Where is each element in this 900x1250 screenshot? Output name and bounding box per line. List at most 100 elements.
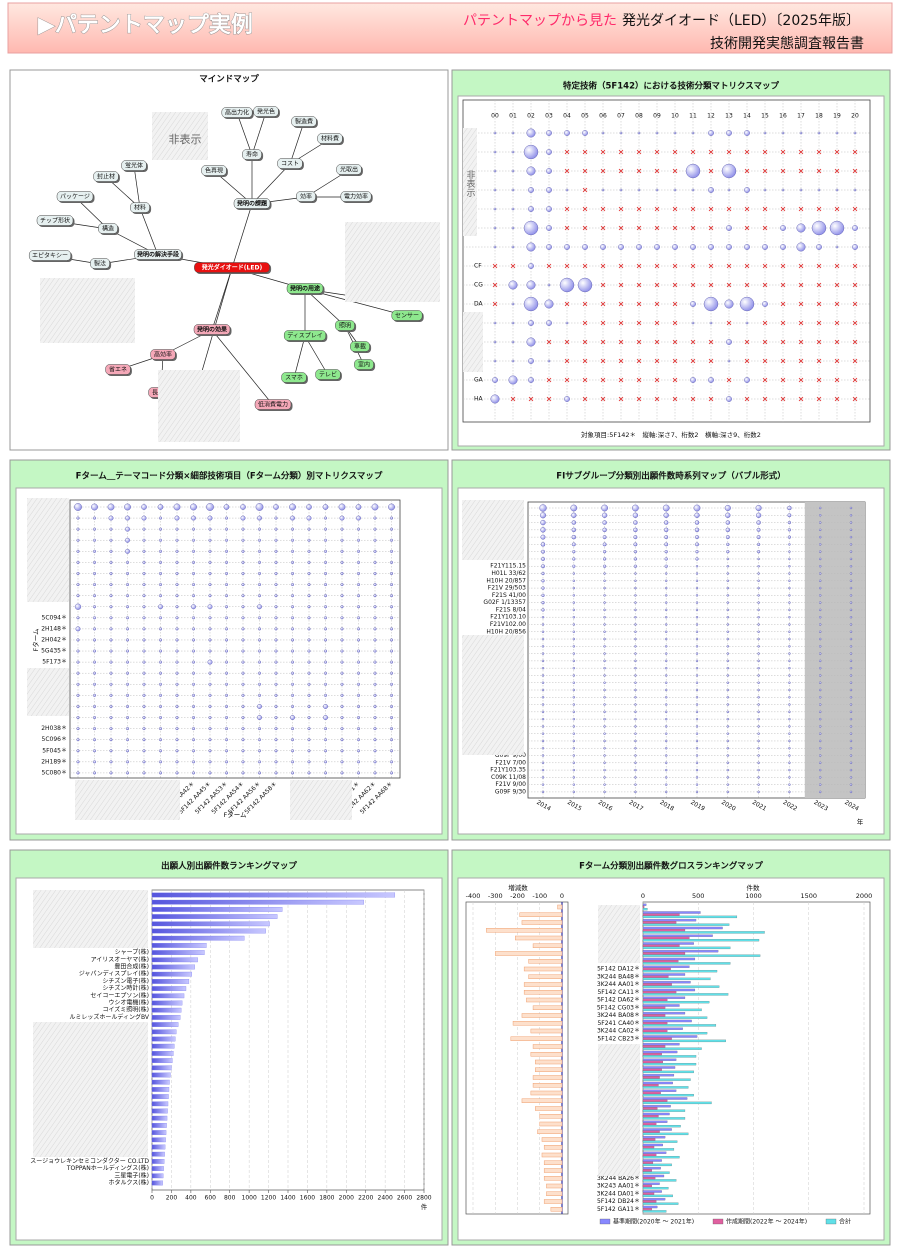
count-bar — [642, 942, 694, 945]
mindmap-node — [253, 106, 279, 117]
bubble — [191, 671, 195, 675]
bubble — [787, 505, 792, 511]
bubble — [757, 630, 760, 633]
bar — [151, 1166, 164, 1171]
bubble — [142, 583, 146, 587]
mindmap-node-label: 材料 — [134, 204, 146, 212]
bubble — [141, 504, 147, 510]
bubble — [274, 560, 278, 564]
bubble — [572, 659, 575, 663]
bubble — [240, 504, 246, 510]
bubble — [92, 704, 96, 708]
bubble — [757, 674, 760, 677]
bar — [151, 1173, 164, 1179]
bubble — [633, 557, 638, 561]
growth-bar — [532, 943, 563, 948]
y-tick-label: F21S 8/04 — [496, 606, 526, 613]
bubble — [665, 572, 668, 575]
zero-mark — [636, 396, 642, 402]
bubble — [727, 188, 731, 192]
y-tick-label: F21Y103.35 — [490, 767, 526, 774]
bubble — [390, 727, 394, 731]
bubble — [726, 623, 729, 626]
y-tick-label: シャープ(株) — [115, 948, 149, 956]
bubble — [291, 649, 295, 653]
mindmap-node — [296, 191, 316, 202]
bubble — [208, 727, 212, 731]
zero-mark — [582, 358, 588, 364]
bubble — [158, 516, 162, 520]
bubble — [340, 538, 344, 542]
x-tick-label: 2800 — [416, 1195, 431, 1202]
bubble — [493, 207, 497, 211]
zero-mark — [798, 149, 804, 155]
zero-mark — [510, 396, 516, 402]
bubble — [357, 727, 361, 731]
header-subtitle: 発光ダイオード（LED）〔2025年版〕 — [622, 13, 860, 29]
bubble — [390, 549, 394, 553]
panel-title: マインドマップ — [199, 74, 259, 85]
bubble — [291, 538, 295, 542]
zero-mark — [780, 263, 786, 269]
bubble — [788, 703, 791, 706]
bubble — [109, 605, 113, 609]
bubble — [571, 527, 576, 533]
bubble — [665, 637, 668, 641]
bar — [151, 1007, 182, 1013]
zero-mark — [816, 149, 822, 155]
x-tick-label: 15 — [761, 113, 769, 120]
bubble — [757, 579, 760, 582]
growth-bar — [550, 1207, 563, 1212]
count-bar — [642, 985, 720, 988]
bubble — [602, 550, 607, 554]
bubble — [258, 760, 262, 764]
bubble — [695, 696, 699, 699]
bubble — [665, 601, 668, 604]
zero-mark — [618, 358, 624, 364]
bubble — [528, 206, 534, 212]
bubble — [849, 783, 853, 786]
growth-bar — [537, 1129, 563, 1134]
bubble — [571, 534, 576, 540]
mindmap-node-label: 蛍光体 — [125, 162, 143, 170]
bubble — [540, 527, 546, 533]
bubble — [224, 738, 228, 742]
bar — [151, 928, 266, 934]
bubble — [541, 549, 545, 554]
count-bar — [642, 1174, 665, 1178]
bubble — [665, 681, 668, 684]
bubble — [541, 681, 545, 684]
zero-mark — [672, 377, 678, 383]
x-tick-label: 10 — [671, 113, 679, 120]
bubble — [634, 623, 637, 626]
mindmap-node — [315, 369, 341, 380]
bubble — [92, 527, 96, 531]
bar — [151, 957, 198, 963]
bubble — [191, 538, 195, 542]
chart-title: FIサブグループ分類別出願件数時系列マップ（バブル形式） — [556, 471, 785, 482]
zero-mark — [852, 282, 858, 288]
count-bar — [642, 1107, 658, 1110]
bubble — [241, 682, 245, 686]
zero-mark — [636, 358, 642, 364]
bubble — [726, 652, 729, 655]
count-bar — [642, 1200, 657, 1203]
bar — [151, 1180, 163, 1186]
zero-mark — [852, 320, 858, 326]
bubble — [695, 674, 699, 677]
bubble — [241, 738, 245, 742]
mindmap-node-label: ディスプレイ — [287, 332, 323, 340]
bubble — [241, 638, 245, 642]
bubble — [788, 666, 791, 670]
bubble — [340, 660, 344, 664]
bubble — [695, 703, 699, 706]
bubble — [762, 301, 768, 307]
x-tick-label: 1000 — [242, 1195, 257, 1202]
count-bar — [642, 1138, 656, 1141]
zero-mark — [816, 358, 822, 364]
bubble — [603, 681, 606, 684]
bubble — [602, 542, 607, 547]
growth-bar — [526, 997, 563, 1003]
zero-mark — [834, 168, 840, 174]
